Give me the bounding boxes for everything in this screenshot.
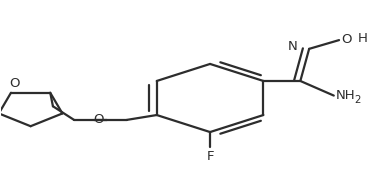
Text: NH: NH	[335, 89, 355, 102]
Text: O: O	[9, 77, 20, 90]
Text: F: F	[206, 150, 214, 162]
Text: O: O	[94, 113, 104, 126]
Text: H: H	[357, 32, 367, 45]
Text: N: N	[288, 40, 298, 54]
Text: O: O	[341, 33, 351, 46]
Text: 2: 2	[354, 95, 360, 105]
